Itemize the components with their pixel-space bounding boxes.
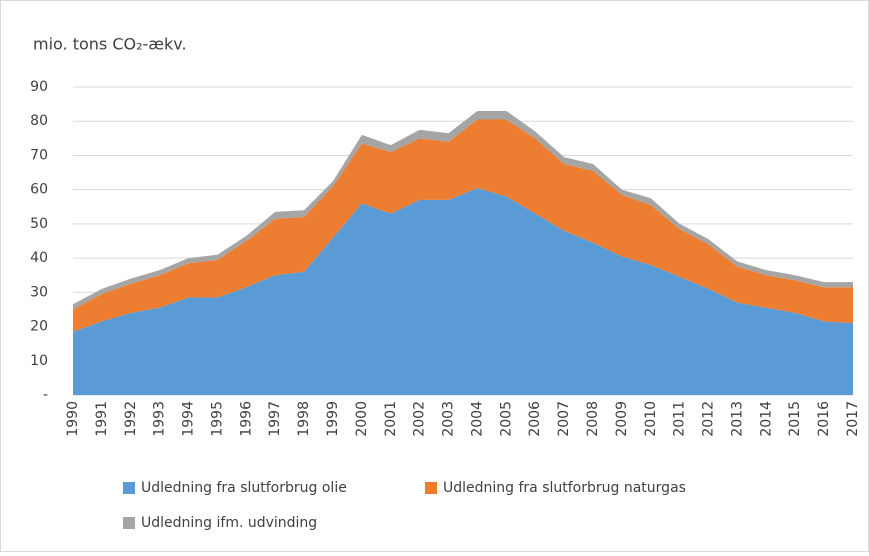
x-tick-label: 2002 [412,401,428,437]
x-tick-label: 2006 [527,401,543,437]
x-tick-label: 2005 [498,401,514,437]
legend-swatch [123,482,135,494]
x-tick-label: 2017 [845,401,861,437]
x-tick-label: 2008 [585,401,601,437]
x-tick-label: 2007 [556,401,572,437]
legend-label: Udledning fra slutforbrug naturgas [443,480,686,496]
y-tick-label: 50 [30,216,48,232]
y-tick-label: 80 [30,113,48,129]
y-tick-label: - [43,387,48,403]
x-tick-label: 2012 [701,401,717,437]
x-tick-label: 1997 [267,401,283,437]
legend-label: Udledning fra slutforbrug olie [141,480,347,496]
x-tick-label: 2013 [729,401,745,437]
x-tick-label: 2000 [354,401,370,437]
x-tick-label: 1999 [325,401,341,437]
x-tick-label: 1993 [152,401,168,437]
x-tick-label: 1990 [65,401,81,437]
x-tick-label: 2001 [383,401,399,437]
x-tick-label: 1995 [209,401,225,437]
chart-title: mio. tons CO₂-ækv. [33,35,187,54]
x-tick-label: 2016 [816,401,832,437]
x-tick-label: 1992 [123,401,139,437]
x-tick-label: 2004 [469,401,485,437]
x-tick-label: 1994 [181,401,197,437]
x-tick-label: 2014 [758,401,774,437]
y-tick-label: 30 [30,284,48,300]
y-tick-label: 60 [30,182,48,198]
y-tick-label: 10 [30,353,48,369]
x-tick-label: 2003 [441,401,457,437]
y-tick-label: 20 [30,319,48,335]
x-tick-label: 2009 [614,401,630,437]
x-tick-label: 1996 [238,401,254,437]
legend-label: Udledning ifm. udvinding [141,515,317,531]
x-tick-label: 2015 [787,401,803,437]
area [73,119,853,332]
x-tick-label: 1998 [296,401,312,437]
y-tick-label: 40 [30,250,48,266]
x-tick-label: 2010 [643,401,659,437]
area [73,187,853,395]
legend-swatch [123,517,135,529]
x-tick-label: 1991 [94,401,110,437]
legend-swatch [425,482,437,494]
y-tick-label: 70 [30,147,48,163]
y-tick-label: 90 [30,79,48,95]
x-tick-label: 2011 [672,401,688,437]
